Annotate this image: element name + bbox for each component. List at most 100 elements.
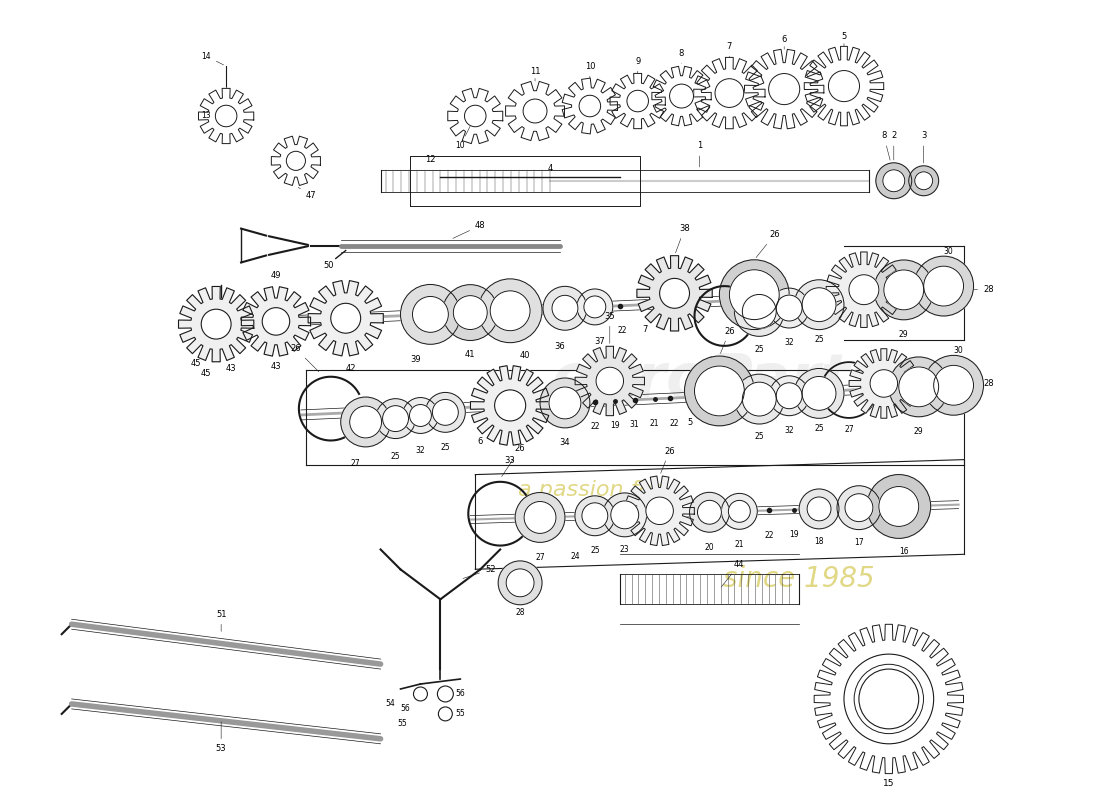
Circle shape <box>341 397 390 447</box>
Circle shape <box>549 387 581 419</box>
Circle shape <box>909 166 938 196</box>
Circle shape <box>403 398 439 434</box>
Text: 38: 38 <box>675 224 690 253</box>
Circle shape <box>646 497 673 525</box>
Circle shape <box>697 500 722 524</box>
Circle shape <box>575 496 615 536</box>
Circle shape <box>670 84 693 108</box>
Text: 25: 25 <box>814 424 824 433</box>
Text: 6: 6 <box>781 34 786 50</box>
Polygon shape <box>471 366 550 445</box>
Polygon shape <box>448 88 503 144</box>
Text: 28: 28 <box>922 379 993 388</box>
Circle shape <box>924 266 964 306</box>
Polygon shape <box>610 74 665 129</box>
Circle shape <box>807 497 830 521</box>
Text: 2: 2 <box>891 131 896 160</box>
Circle shape <box>735 286 784 336</box>
Circle shape <box>859 669 918 729</box>
Text: 32: 32 <box>416 446 426 455</box>
Circle shape <box>802 288 836 322</box>
Text: 35: 35 <box>605 312 615 343</box>
Text: 28: 28 <box>904 286 993 294</box>
Text: 54: 54 <box>386 699 395 709</box>
Text: 30: 30 <box>954 346 964 355</box>
Polygon shape <box>804 46 883 126</box>
Circle shape <box>769 74 800 105</box>
Text: 22: 22 <box>670 418 680 428</box>
Text: 25: 25 <box>590 546 600 555</box>
Text: 27: 27 <box>844 426 854 434</box>
Circle shape <box>453 296 487 330</box>
Circle shape <box>719 260 789 330</box>
Circle shape <box>442 285 498 341</box>
Text: 45: 45 <box>201 370 211 378</box>
Circle shape <box>694 366 745 416</box>
Text: 40: 40 <box>520 351 530 360</box>
Text: 24: 24 <box>570 552 580 561</box>
Circle shape <box>899 367 938 406</box>
Text: 29: 29 <box>899 330 909 339</box>
Circle shape <box>845 494 873 522</box>
Text: 9: 9 <box>635 57 640 73</box>
Circle shape <box>216 106 236 126</box>
Text: 25: 25 <box>814 335 824 344</box>
Text: 53: 53 <box>216 722 227 754</box>
Text: 3: 3 <box>921 131 926 163</box>
Text: 55: 55 <box>397 719 407 728</box>
Circle shape <box>400 285 460 344</box>
Circle shape <box>876 163 912 198</box>
Text: 19: 19 <box>790 530 799 539</box>
Circle shape <box>722 494 757 530</box>
Text: a passion for...: a passion for... <box>518 480 681 500</box>
Circle shape <box>870 370 898 398</box>
Circle shape <box>414 687 428 701</box>
Circle shape <box>498 561 542 605</box>
Text: 41: 41 <box>465 350 475 359</box>
Circle shape <box>715 78 744 107</box>
Polygon shape <box>849 349 918 418</box>
Circle shape <box>777 382 802 409</box>
Circle shape <box>867 474 931 538</box>
Circle shape <box>873 260 934 320</box>
Circle shape <box>844 654 934 744</box>
Polygon shape <box>241 286 310 356</box>
Polygon shape <box>625 476 694 546</box>
Polygon shape <box>652 66 712 126</box>
Text: 28: 28 <box>516 608 525 618</box>
Text: 23: 23 <box>620 546 629 554</box>
Circle shape <box>438 686 453 702</box>
Circle shape <box>889 357 948 417</box>
Text: 49: 49 <box>271 271 282 280</box>
Circle shape <box>828 70 859 102</box>
Text: 5: 5 <box>842 32 847 46</box>
Circle shape <box>690 492 729 532</box>
Text: 26: 26 <box>756 230 780 258</box>
Circle shape <box>769 376 810 416</box>
Text: 13: 13 <box>201 111 223 121</box>
Polygon shape <box>308 281 383 356</box>
Text: 5: 5 <box>686 418 692 426</box>
Text: 18: 18 <box>814 538 824 546</box>
Text: 56: 56 <box>455 690 465 698</box>
Text: 39: 39 <box>410 354 421 364</box>
Circle shape <box>794 369 844 418</box>
Circle shape <box>728 500 750 522</box>
Circle shape <box>915 172 933 190</box>
Text: 10: 10 <box>455 118 474 150</box>
Circle shape <box>262 308 289 335</box>
Circle shape <box>769 288 810 328</box>
Text: 37: 37 <box>594 338 605 346</box>
Polygon shape <box>814 624 964 774</box>
Circle shape <box>742 382 777 416</box>
Circle shape <box>742 294 777 328</box>
Text: 31: 31 <box>630 420 639 429</box>
Circle shape <box>286 151 306 170</box>
Circle shape <box>837 486 881 530</box>
Circle shape <box>579 95 601 117</box>
Circle shape <box>350 406 382 438</box>
Circle shape <box>603 493 647 537</box>
Text: 22: 22 <box>590 422 600 431</box>
Circle shape <box>515 493 565 542</box>
Text: 20: 20 <box>705 542 714 552</box>
